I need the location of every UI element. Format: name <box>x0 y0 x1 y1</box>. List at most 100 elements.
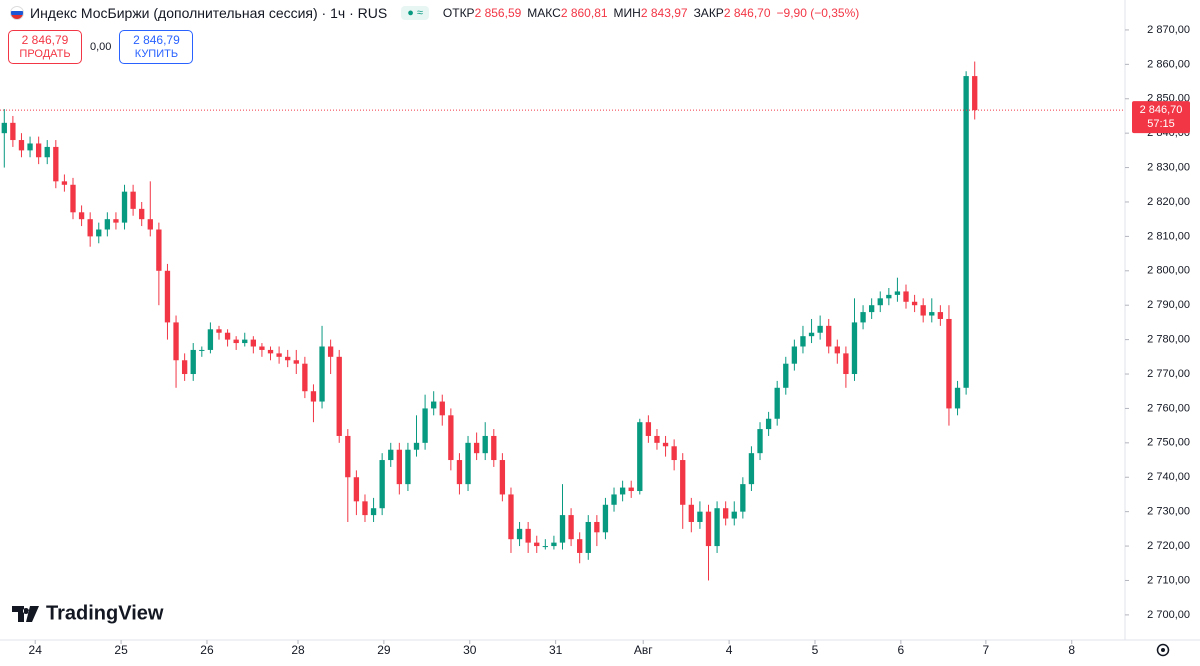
x-tick-label: Авг <box>634 643 653 657</box>
candle-body <box>929 312 935 316</box>
ohlc-value: 2 843,97 <box>640 6 688 20</box>
candle-body <box>800 336 806 347</box>
x-tick-label: 6 <box>898 643 905 657</box>
candle-body <box>130 191 136 209</box>
candle-body <box>18 140 25 151</box>
buy-button[interactable]: 2 846,79 КУПИТЬ <box>119 30 194 64</box>
ohlc-value: 2 860,81 <box>560 6 608 20</box>
candle-body <box>370 508 377 516</box>
candle-body <box>35 143 42 158</box>
candle-body <box>242 339 248 344</box>
candle-body <box>396 449 402 485</box>
candle-body <box>671 446 677 461</box>
ohlc-value: 2 856,59 <box>474 6 522 20</box>
candle-body <box>920 305 926 316</box>
ohlc-label: ОТКР <box>442 6 475 20</box>
x-tick-label: 28 <box>291 643 305 657</box>
candle-body <box>388 449 394 461</box>
candle-body <box>70 184 76 213</box>
candle-body <box>748 453 755 485</box>
candle-body <box>963 76 969 388</box>
candle-body <box>267 349 274 354</box>
candle-body <box>697 511 703 522</box>
ohlc-label: МИН <box>613 6 641 20</box>
candle-body <box>516 528 523 540</box>
change: −9,90 (−0,35%) <box>776 6 860 20</box>
candle-body <box>954 387 961 409</box>
ohlc-values: ОТКР2 856,59 МАКС2 860,81 МИН2 843,97 ЗАКР2… <box>443 6 771 20</box>
candle-body <box>310 391 317 402</box>
x-tick-label: 24 <box>29 643 43 657</box>
candle-body <box>61 181 68 185</box>
candle-body <box>27 143 33 151</box>
candle-body <box>413 442 420 450</box>
candle-body <box>78 212 85 220</box>
flag-icon <box>10 6 24 20</box>
candle-body <box>456 460 463 485</box>
x-tick-label: 4 <box>726 643 733 657</box>
candle-body <box>851 322 858 375</box>
candle-body <box>431 401 437 409</box>
x-tick-label: 31 <box>549 643 563 657</box>
candle-body <box>637 422 643 492</box>
candle-body <box>937 312 944 319</box>
candle-body <box>207 329 214 350</box>
price-tag <box>1132 101 1190 134</box>
candle-body <box>439 401 445 416</box>
candle-body <box>791 346 798 364</box>
y-tick-label: 2 790,00 <box>1147 299 1190 311</box>
candle-body <box>808 332 815 337</box>
candle-body <box>319 346 325 402</box>
candle-body <box>10 122 16 141</box>
y-tick-label: 2 710,00 <box>1147 574 1190 586</box>
ohlc-item: МАКС2 860,81 <box>527 6 607 20</box>
y-tick-label: 2 730,00 <box>1147 506 1190 518</box>
candle-body <box>44 146 50 158</box>
ohlc-item: ЗАКР2 846,70 <box>694 6 771 20</box>
candle-body <box>826 325 832 347</box>
candle-body <box>972 76 978 111</box>
symbol-title[interactable]: Индекс МосБиржи (дополнительная сессия) … <box>30 5 388 21</box>
candle-body <box>465 442 471 485</box>
status-pill[interactable]: ● ≈ <box>401 6 429 20</box>
candle-body <box>757 429 763 454</box>
candle-body <box>293 360 299 364</box>
candle-body <box>345 435 351 478</box>
candle-body <box>731 511 737 519</box>
y-tick-label: 2 740,00 <box>1147 471 1190 483</box>
candle-body <box>250 339 257 347</box>
candle-body <box>499 460 506 495</box>
y-tick-label: 2 780,00 <box>1147 334 1190 346</box>
y-tick-label: 2 830,00 <box>1147 161 1190 173</box>
ohlc-item: ОТКР2 856,59 <box>443 6 521 20</box>
candle-body <box>877 298 883 306</box>
ohlc-value: 2 846,70 <box>723 6 771 20</box>
candle-body <box>405 449 411 485</box>
candle-body <box>216 329 222 333</box>
x-tick-label: 8 <box>1068 643 1075 657</box>
candle-body <box>233 339 239 344</box>
candle-body <box>353 477 360 502</box>
x-tick-label: 7 <box>983 643 990 657</box>
sell-button[interactable]: 2 846,79 ПРОДАТЬ <box>8 30 82 64</box>
candle-body <box>894 291 901 295</box>
candle-body <box>147 219 153 230</box>
candle-body <box>525 528 531 543</box>
settings-ring <box>1156 643 1170 657</box>
candle-body <box>336 356 342 436</box>
candle-body <box>542 546 548 548</box>
candle-body <box>259 346 265 350</box>
candle-body <box>53 146 59 182</box>
candle-body <box>946 318 952 409</box>
settings-icon[interactable] <box>1156 643 1170 657</box>
watermark-logo <box>12 606 39 622</box>
candle-body <box>860 312 866 323</box>
x-tick-label: 26 <box>200 643 214 657</box>
legend: Индекс МосБиржи (дополнительная сессия) … <box>10 5 859 21</box>
candle-body <box>559 515 566 543</box>
candle-body <box>602 504 609 533</box>
candle-body <box>113 219 119 223</box>
candle-body <box>173 322 179 361</box>
